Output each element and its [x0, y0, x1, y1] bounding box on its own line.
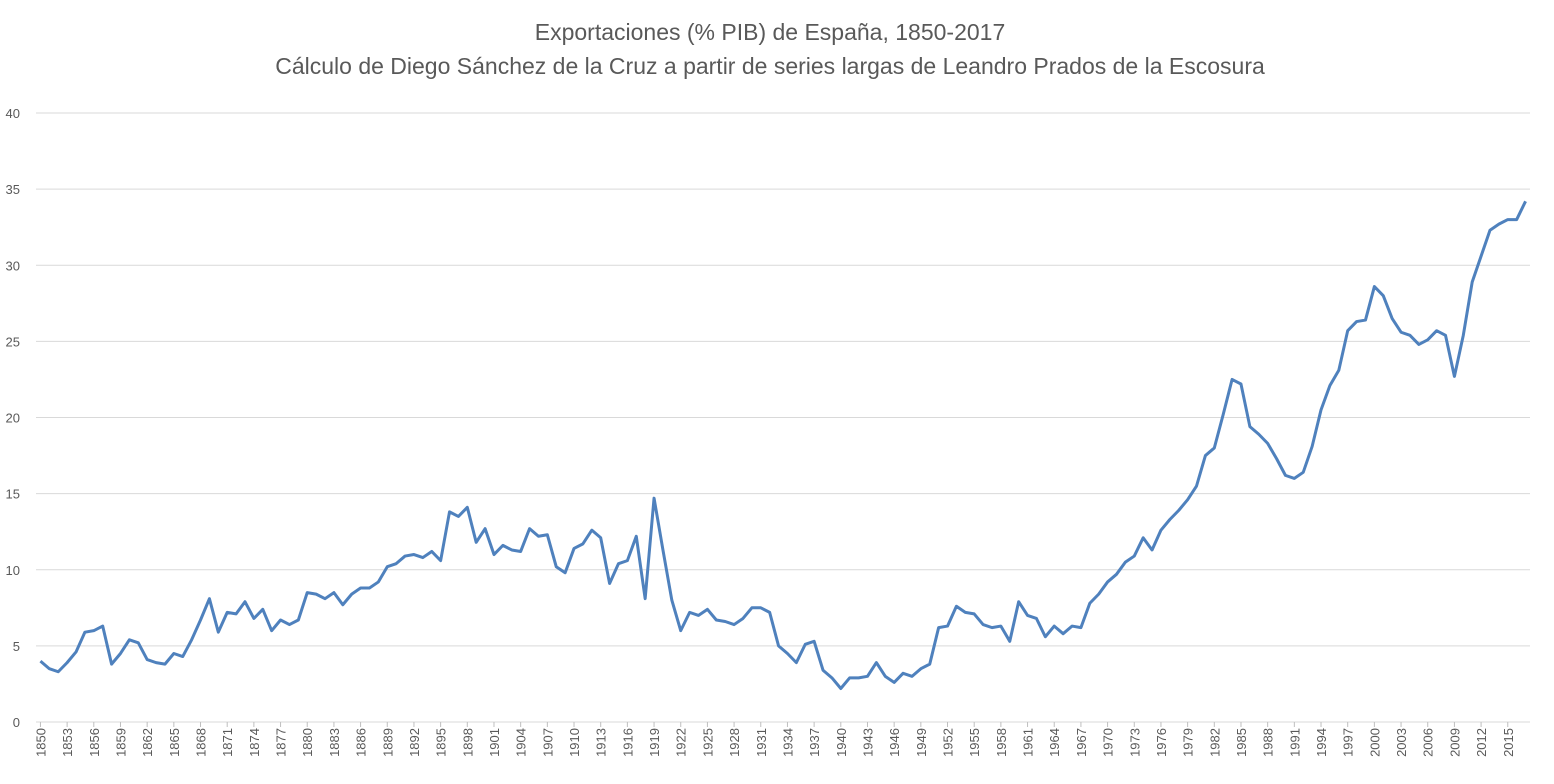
x-tick-label: 1865 [167, 728, 182, 757]
y-tick-label: 30 [6, 258, 20, 273]
x-tick-label: 1949 [914, 728, 929, 757]
x-tick-label: 1997 [1341, 728, 1356, 757]
x-tick-label: 1934 [780, 728, 795, 757]
x-tick-label: 1862 [140, 728, 155, 757]
x-tick-label: 2015 [1501, 728, 1516, 757]
x-tick-label: 1946 [887, 728, 902, 757]
x-tick-label: 2006 [1421, 728, 1436, 757]
x-tick-label: 1913 [594, 728, 609, 757]
x-tick-label: 1973 [1127, 728, 1142, 757]
x-tick-label: 1889 [380, 728, 395, 757]
x-tick-label: 1910 [567, 728, 582, 757]
x-tick-label: 1898 [460, 728, 475, 757]
x-tick-label: 1970 [1101, 728, 1116, 757]
x-tick-label: 1886 [354, 728, 369, 757]
y-tick-label: 25 [6, 334, 20, 349]
chart-subtitle: Cálculo de Diego Sánchez de la Cruz a pa… [275, 53, 1265, 79]
x-tick-label: 1994 [1314, 728, 1329, 757]
x-tick-label: 1988 [1261, 728, 1276, 757]
x-tick-label: 1940 [834, 728, 849, 757]
x-tick-label: 1982 [1207, 728, 1222, 757]
x-tick-label: 1925 [700, 728, 715, 757]
x-tick-label: 1871 [220, 728, 235, 757]
y-tick-label: 15 [6, 487, 20, 502]
x-tick-label: 1922 [674, 728, 689, 757]
x-tick-label: 1883 [327, 728, 342, 757]
x-tick-label: 1907 [540, 728, 555, 757]
x-tick-label: 1877 [274, 728, 289, 757]
x-tick-label: 1985 [1234, 728, 1249, 757]
x-tick-label: 1901 [487, 728, 502, 757]
x-tick-label: 1916 [620, 728, 635, 757]
x-tick-label: 1895 [434, 728, 449, 757]
data-line [39, 200, 1527, 690]
x-tick-label: 2000 [1367, 728, 1382, 757]
x-tick-label: 1958 [994, 728, 1009, 757]
x-tick-label: 2009 [1447, 728, 1462, 757]
x-tick-label: 1991 [1287, 728, 1302, 757]
x-tick-label: 1928 [727, 728, 742, 757]
x-tick-label: 1967 [1074, 728, 1089, 757]
y-tick-label: 20 [6, 411, 20, 426]
x-tick-label: 1952 [941, 728, 956, 757]
x-tick-label: 1964 [1047, 728, 1062, 757]
x-tick-label: 1979 [1181, 728, 1196, 757]
x-tick-label: 1976 [1154, 728, 1169, 757]
x-tick-label: 1937 [807, 728, 822, 757]
x-tick-label: 2012 [1474, 728, 1489, 757]
x-tick-label: 1874 [247, 728, 262, 757]
chart-title: Exportaciones (% PIB) de España, 1850-20… [535, 19, 1006, 45]
x-tick-label: 1859 [113, 728, 128, 757]
x-tick-label: 1856 [87, 728, 102, 757]
y-tick-label: 35 [6, 182, 20, 197]
x-tick-label: 1919 [647, 728, 662, 757]
x-tick-label: 1931 [754, 728, 769, 757]
y-tick-label: 0 [13, 715, 20, 730]
y-tick-label: 40 [6, 106, 20, 121]
x-tick-label: 1904 [514, 728, 529, 757]
y-tick-label: 10 [6, 563, 20, 578]
x-tick-label: 2003 [1394, 728, 1409, 757]
x-tick-label: 1868 [194, 728, 209, 757]
y-tick-label: 5 [13, 639, 20, 654]
x-tick-label: 1943 [860, 728, 875, 757]
x-tick-label: 1892 [407, 728, 422, 757]
x-tick-label: 1850 [33, 728, 48, 757]
x-tick-label: 1880 [300, 728, 315, 757]
x-tick-label: 1853 [60, 728, 75, 757]
x-tick-label: 1955 [967, 728, 982, 757]
x-tick-label: 1961 [1021, 728, 1036, 757]
